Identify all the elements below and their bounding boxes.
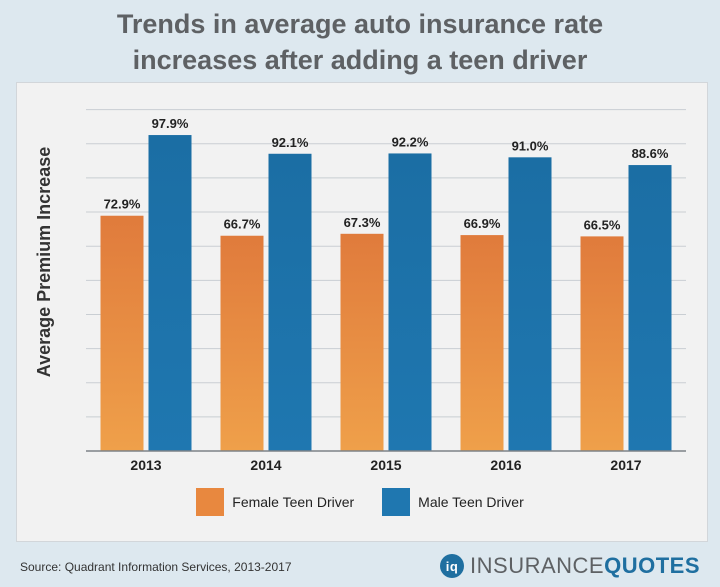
data-label-male-2013: 97.9% — [152, 116, 189, 131]
bar-male-2016 — [508, 157, 552, 451]
data-label-male-2015: 92.2% — [392, 134, 429, 149]
chart-title-line-1: Trends in average auto insurance rate — [116, 9, 604, 39]
legend-swatch-male — [382, 488, 411, 516]
brand-logo-icon: iq — [440, 554, 465, 578]
brand-logo: iq INSURANCE QUOTES — [440, 553, 700, 579]
bar-male-2015 — [388, 153, 432, 452]
bar-male-2014 — [268, 153, 312, 451]
data-label-male-2014: 92.1% — [272, 135, 309, 150]
chart-title: Trends in average auto insurance rate in… — [0, 6, 720, 78]
legend-item-male: Male Teen Driver — [382, 488, 524, 516]
brand-name-part1: INSURANCE — [470, 553, 605, 578]
data-label-male-2016: 91.0% — [512, 138, 549, 153]
x-tick-label-2017: 2017 — [610, 457, 641, 473]
bar-male-2017 — [628, 165, 672, 451]
legend-label-female: Female Teen Driver — [232, 494, 355, 510]
bar-female-2015 — [340, 233, 384, 451]
data-label-female-2017: 66.5% — [584, 217, 621, 232]
bar-female-2016 — [460, 235, 504, 451]
x-tick-label-2016: 2016 — [490, 457, 521, 473]
data-label-female-2015: 67.3% — [344, 215, 381, 230]
data-label-female-2014: 66.7% — [224, 217, 261, 232]
x-tick-label-2014: 2014 — [250, 457, 281, 473]
source-note: Source: Quadrant Information Services, 2… — [20, 560, 292, 574]
data-label-female-2013: 72.9% — [104, 197, 141, 212]
bar-female-2013 — [100, 215, 144, 451]
legend-swatch-female — [196, 488, 225, 516]
x-tick-label-2013: 2013 — [130, 457, 161, 473]
bar-female-2014 — [220, 235, 264, 451]
data-label-female-2016: 66.9% — [464, 216, 501, 231]
bar-male-2013 — [148, 135, 192, 452]
legend: Female Teen Driver Male Teen Driver — [0, 488, 720, 516]
brand-name-part2: QUOTES — [604, 553, 700, 578]
y-axis-label: Average Premium Increase — [34, 147, 54, 377]
chart-title-line-2: increases after adding a teen driver — [132, 45, 588, 75]
x-tick-label-2015: 2015 — [370, 457, 401, 473]
bar-female-2017 — [580, 236, 624, 451]
legend-item-female: Female Teen Driver — [196, 488, 354, 516]
data-label-male-2017: 88.6% — [632, 146, 669, 161]
legend-label-male: Male Teen Driver — [418, 494, 524, 510]
